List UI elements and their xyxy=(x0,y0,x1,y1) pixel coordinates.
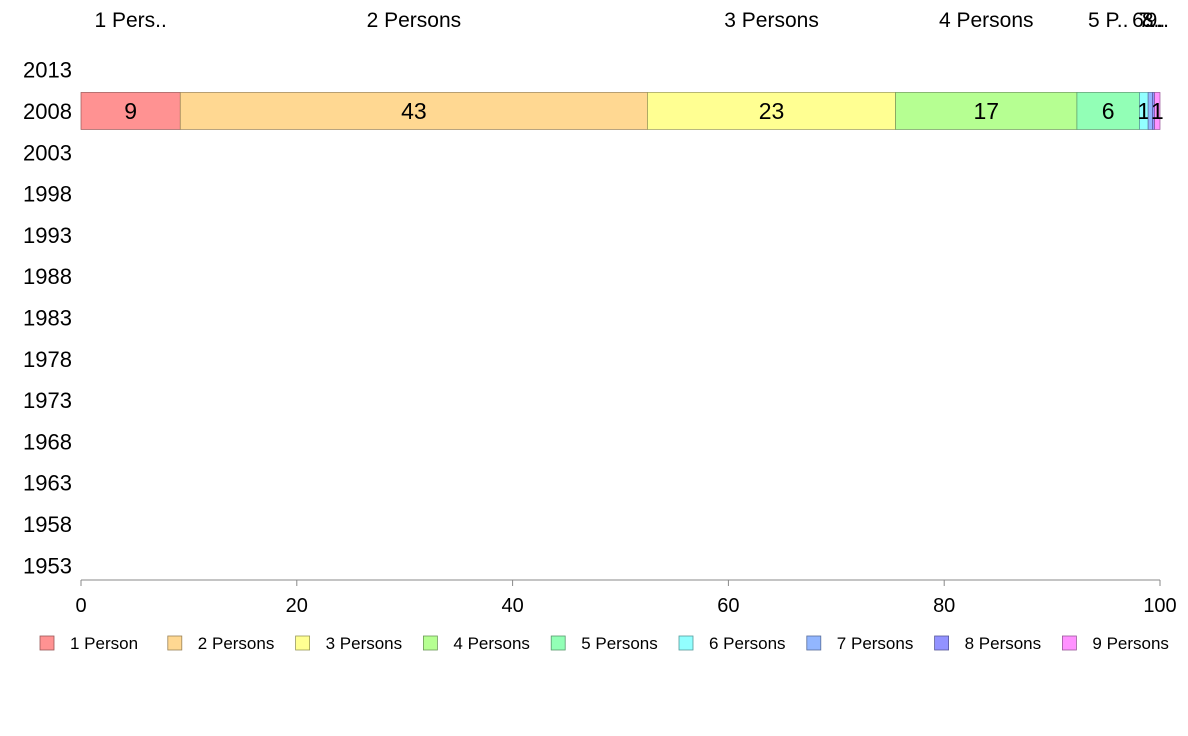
y-tick-label-1963: 1963 xyxy=(23,471,72,496)
top-label-3: 3 Persons xyxy=(724,9,819,32)
bar-segment-2008-1 xyxy=(80,92,181,130)
legend-label-1: 1 Person xyxy=(70,634,138,653)
y-axis: 2013 2008 2003 1998 1993 1988 1983 1978 1973 1968… xyxy=(23,58,72,579)
top-category-labels: 1 Pers.. 2 Persons 3 Persons 4 Persons 5 P..… xyxy=(94,9,1169,32)
x-tick-label-40: 40 xyxy=(501,595,523,617)
x-tick-label-100: 100 xyxy=(1143,595,1176,617)
bar-segment-2008-9 xyxy=(1154,92,1161,130)
top-label-1: 1 Pers.. xyxy=(94,9,166,32)
y-tick-label-1983: 1983 xyxy=(23,305,72,330)
x-axis: 0 20 40 60 80 100 xyxy=(75,579,1177,617)
top-label-6: 6.. xyxy=(1132,9,1155,32)
x-tick-label-60: 60 xyxy=(717,595,739,617)
y-tick-label-1958: 1958 xyxy=(23,512,72,537)
legend-swatch-1 xyxy=(39,635,55,651)
bar-segment-2008-3 xyxy=(647,92,896,130)
y-tick-label-1973: 1973 xyxy=(23,388,72,413)
legend-label-5: 5 Persons xyxy=(581,634,658,653)
bar-segment-2008-4 xyxy=(895,92,1078,130)
x-tick-label-20: 20 xyxy=(286,595,308,617)
x-tick-label-80: 80 xyxy=(933,595,955,617)
y-tick-label-1978: 1978 xyxy=(23,347,72,372)
legend-label-2: 2 Persons xyxy=(198,634,275,653)
bar-segment-2008-2 xyxy=(179,92,648,130)
bars: 9 43 23 17 6 1 1 xyxy=(80,92,1164,130)
bar-value-label-2008-6: 1 xyxy=(1137,98,1150,124)
legend-label-4: 4 Persons xyxy=(453,634,530,653)
bar-value-label-2008-1: 9 xyxy=(124,98,137,124)
legend-label-7: 7 Persons xyxy=(837,634,914,653)
legend-label-8: 8 Persons xyxy=(965,634,1042,653)
legend-swatch-4 xyxy=(422,635,438,651)
bar-value-label-2008-4: 17 xyxy=(973,98,999,124)
top-label-8: 8.. xyxy=(1142,9,1165,32)
legend-label-3: 3 Persons xyxy=(326,634,403,653)
y-tick-label-1988: 1988 xyxy=(23,264,72,289)
y-tick-label-1968: 1968 xyxy=(23,429,72,454)
legend-swatch-6 xyxy=(678,635,694,651)
y-tick-label-2003: 2003 xyxy=(23,140,72,165)
x-tick-label-0: 0 xyxy=(75,595,86,617)
y-tick-label-2013: 2013 xyxy=(23,58,72,83)
bar-value-label-2008-5: 6 xyxy=(1102,98,1115,124)
legend-swatch-7 xyxy=(806,635,822,651)
legend-swatch-2 xyxy=(167,635,183,651)
bar-value-label-2008-9: 1 xyxy=(1151,98,1164,124)
top-label-5: 5 P.. xyxy=(1088,9,1128,32)
legend-label-9: 9 Persons xyxy=(1092,634,1169,653)
legend-label-6: 6 Persons xyxy=(709,634,786,653)
bar-value-label-2008-3: 23 xyxy=(759,98,785,124)
legend-swatch-9 xyxy=(1062,635,1077,651)
bar-segment-2008-5 xyxy=(1076,92,1140,130)
bar-value-label-2008-2: 43 xyxy=(401,98,427,124)
top-label-9: 9.. xyxy=(1146,9,1169,32)
y-tick-label-1953: 1953 xyxy=(23,553,72,578)
legend-swatch-8 xyxy=(934,635,949,651)
legend: 1 Person 2 Persons 3 Persons 4 Persons 5 Per… xyxy=(39,634,1169,653)
top-label-4: 4 Persons xyxy=(939,9,1034,32)
legend-swatch-5 xyxy=(550,635,566,651)
top-label-7: 7.. xyxy=(1139,9,1162,32)
legend-swatch-3 xyxy=(295,635,311,651)
y-tick-label-1993: 1993 xyxy=(23,223,72,248)
y-tick-label-1998: 1998 xyxy=(23,182,72,207)
top-label-2: 2 Persons xyxy=(367,9,462,32)
y-tick-label-2008: 2008 xyxy=(23,99,72,124)
